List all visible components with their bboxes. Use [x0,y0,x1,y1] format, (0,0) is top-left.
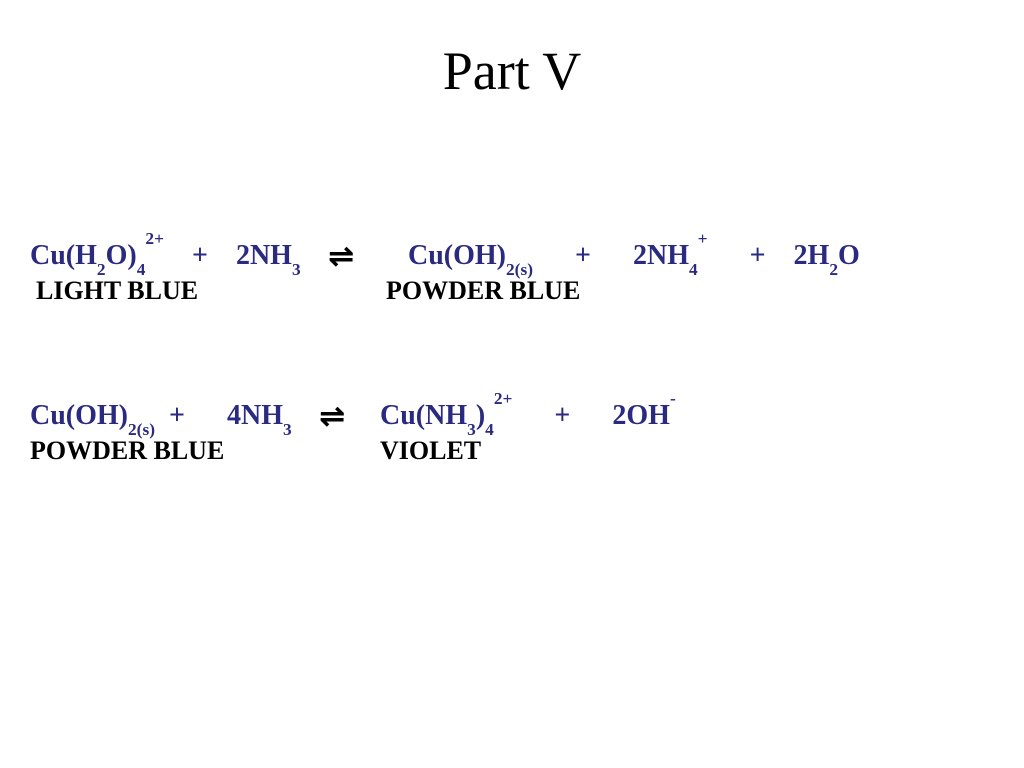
eq1-product-1: Cu(OH)2(s) [408,242,533,270]
sub: 2 [97,260,106,279]
equation-1: Cu(H2O)42+ + 2NH3 ⇌ Cu(OH)2(s) + [30,240,994,270]
eq2-reactant-1: Cu(OH)2(s) [30,402,155,430]
txt: 2NH [633,240,689,271]
sub: 4 [689,260,698,279]
txt: Cu(OH) [30,400,128,431]
eq2-labels: POWDER BLUE VIOLET [30,436,994,466]
eq2-product-1: Cu(NH3)42+ [380,402,512,430]
eq1-lhs: Cu(H2O)42+ + 2NH3 ⇌ [30,240,380,270]
txt: 2H [794,240,830,271]
eq1-rhs: Cu(OH)2(s) + 2NH4+ + 2H2O [380,242,994,270]
eq1-reactant-2: 2NH3 [236,242,301,270]
sup: - [670,389,676,408]
sub: 3 [283,420,292,439]
sub: 2(s) [128,420,155,439]
txt: O) [106,240,137,271]
sub: 4 [485,420,494,439]
equilibrium-icon: ⇌ [320,402,345,432]
eq2-label-lhs: POWDER BLUE [30,436,380,466]
sub: 4 [137,260,146,279]
txt: 4NH [227,400,283,431]
eq2-product-2: 2OH- [612,402,675,430]
plus-icon: + [750,242,766,270]
eq1-product-3: 2H2O [794,242,860,270]
eq1-label-rhs: POWDER BLUE [386,276,580,306]
txt: 2NH [236,240,292,271]
eq2-label-rhs: VIOLET [380,436,481,466]
txt: Cu(OH) [408,240,506,271]
txt: ) [476,400,485,431]
eq1-product-2: 2NH4+ [633,242,708,270]
sub: 3 [467,420,476,439]
slide: Part V Cu(H2O)42+ + 2NH3 ⇌ Cu(OH)2(s) [0,0,1024,768]
sup: 2+ [494,389,513,408]
equation-block-1: Cu(H2O)42+ + 2NH3 ⇌ Cu(OH)2(s) + [30,240,994,306]
txt: 2OH [612,400,670,431]
eq2-rhs: Cu(NH3)42+ + 2OH- [380,402,994,430]
sup: 2+ [145,229,164,248]
plus-icon: + [554,402,570,430]
plus-icon: + [575,242,591,270]
equation-block-2: Cu(OH)2(s) + 4NH3 ⇌ Cu(NH3)42+ + [30,400,994,466]
equation-2: Cu(OH)2(s) + 4NH3 ⇌ Cu(NH3)42+ + [30,400,994,430]
sub: 2 [829,260,838,279]
txt: O [838,240,860,271]
sub: 3 [292,260,301,279]
sup: + [698,229,708,248]
eq1-reactant-1: Cu(H2O)42+ [30,242,164,270]
eq2-lhs: Cu(OH)2(s) + 4NH3 ⇌ [30,400,380,430]
eq2-reactant-2: 4NH3 [227,402,292,430]
eq1-labels: LIGHT BLUE POWDER BLUE [30,276,994,306]
plus-icon: + [192,242,208,270]
sub: 2(s) [506,260,533,279]
txt: Cu(NH [380,400,467,431]
eq1-label-lhs: LIGHT BLUE [30,276,386,306]
txt: Cu(H [30,240,97,271]
equilibrium-icon: ⇌ [329,242,354,272]
plus-icon: + [169,402,185,430]
slide-title: Part V [0,40,1024,102]
